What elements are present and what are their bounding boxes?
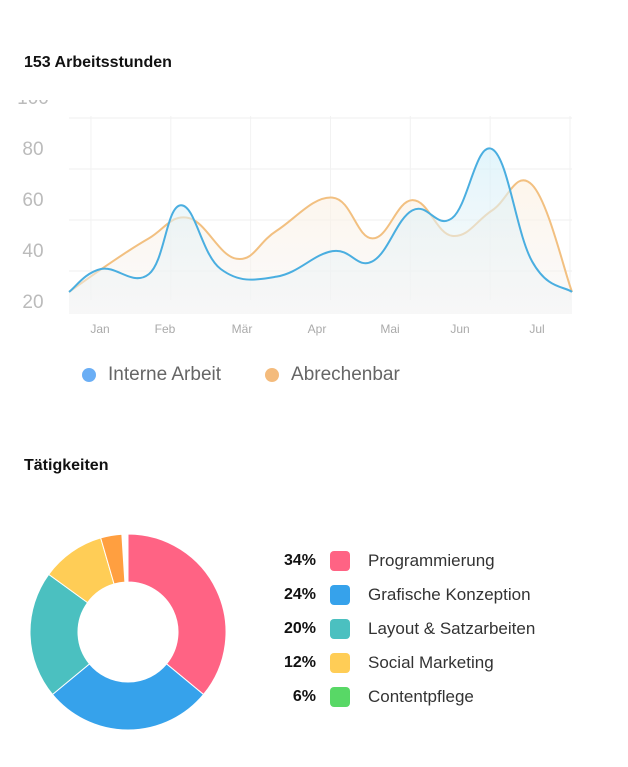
working-hours-line-chart: 100 80 60 40 20 Jan Feb Mär Apr Mai Jun Jul bbox=[17, 100, 573, 336]
donut-chart-title: Tätigkeiten bbox=[24, 457, 109, 474]
donut-slice[interactable] bbox=[51, 663, 205, 731]
slice-color-swatch bbox=[330, 619, 350, 639]
legend-dot-blue bbox=[82, 368, 96, 382]
donut-slice[interactable] bbox=[100, 533, 126, 585]
legend-item-abrechenbar[interactable]: Abrechenbar bbox=[265, 364, 400, 386]
x-tick-label: Jan bbox=[90, 322, 109, 336]
series-area bbox=[69, 148, 572, 314]
y-tick-label: 80 bbox=[22, 139, 43, 160]
legend-item-interne-arbeit[interactable]: Interne Arbeit bbox=[82, 364, 221, 386]
slice-color-swatch bbox=[330, 653, 350, 673]
donut-slice[interactable] bbox=[127, 533, 227, 696]
series-line bbox=[68, 147, 573, 293]
slice-percent: 24% bbox=[283, 586, 316, 603]
slice-color-swatch bbox=[330, 585, 350, 605]
legend-dot-orange bbox=[265, 368, 280, 382]
x-tick-label: Mär bbox=[232, 322, 253, 336]
y-tick-label: 40 bbox=[22, 241, 43, 262]
slice-label: Programmierung bbox=[368, 551, 495, 570]
slice-percent: 6% bbox=[292, 688, 316, 705]
y-tick-label: 20 bbox=[22, 292, 43, 313]
donut-legend-row[interactable]: 12% Social Marketing bbox=[272, 646, 535, 680]
legend-label: Abrechenbar bbox=[291, 364, 400, 385]
slice-color-swatch bbox=[330, 551, 350, 571]
slice-label: Social Marketing bbox=[368, 653, 494, 672]
slice-percent: 12% bbox=[283, 654, 316, 671]
slice-label: Grafische Konzeption bbox=[368, 585, 531, 604]
donut-chart-legend: 34% Programmierung 24% Grafische Konzeption… bbox=[272, 544, 535, 714]
donut-legend-row[interactable]: 20% Layout & Satzarbeiten bbox=[272, 612, 535, 646]
donut-legend-row[interactable]: 34% Programmierung bbox=[272, 544, 535, 578]
slice-label: Contentpflege bbox=[368, 687, 474, 706]
legend-label: Interne Arbeit bbox=[108, 364, 222, 385]
donut-legend-row[interactable]: 6% Contentpflege bbox=[272, 680, 535, 714]
x-tick-label: Apr bbox=[308, 322, 327, 336]
x-tick-label: Mai bbox=[380, 322, 399, 336]
slice-label: Layout & Satzarbeiten bbox=[368, 619, 536, 638]
line-chart-title: 153 Arbeitsstunden bbox=[24, 54, 172, 71]
donut-legend-row[interactable]: 24% Grafische Konzeption bbox=[272, 578, 535, 612]
y-tick-label: 60 bbox=[22, 190, 43, 211]
slice-color-swatch bbox=[330, 687, 350, 707]
x-tick-label: Feb bbox=[155, 322, 176, 336]
slice-percent: 20% bbox=[283, 620, 316, 637]
slice-percent: 34% bbox=[283, 552, 316, 569]
activities-donut-chart bbox=[29, 533, 227, 731]
line-chart-legend: Interne Arbeit Abrechenbar bbox=[82, 364, 400, 386]
y-tick-label: 100 bbox=[17, 100, 49, 109]
x-tick-label: Jun bbox=[450, 322, 469, 336]
x-tick-label: Jul bbox=[529, 322, 544, 336]
